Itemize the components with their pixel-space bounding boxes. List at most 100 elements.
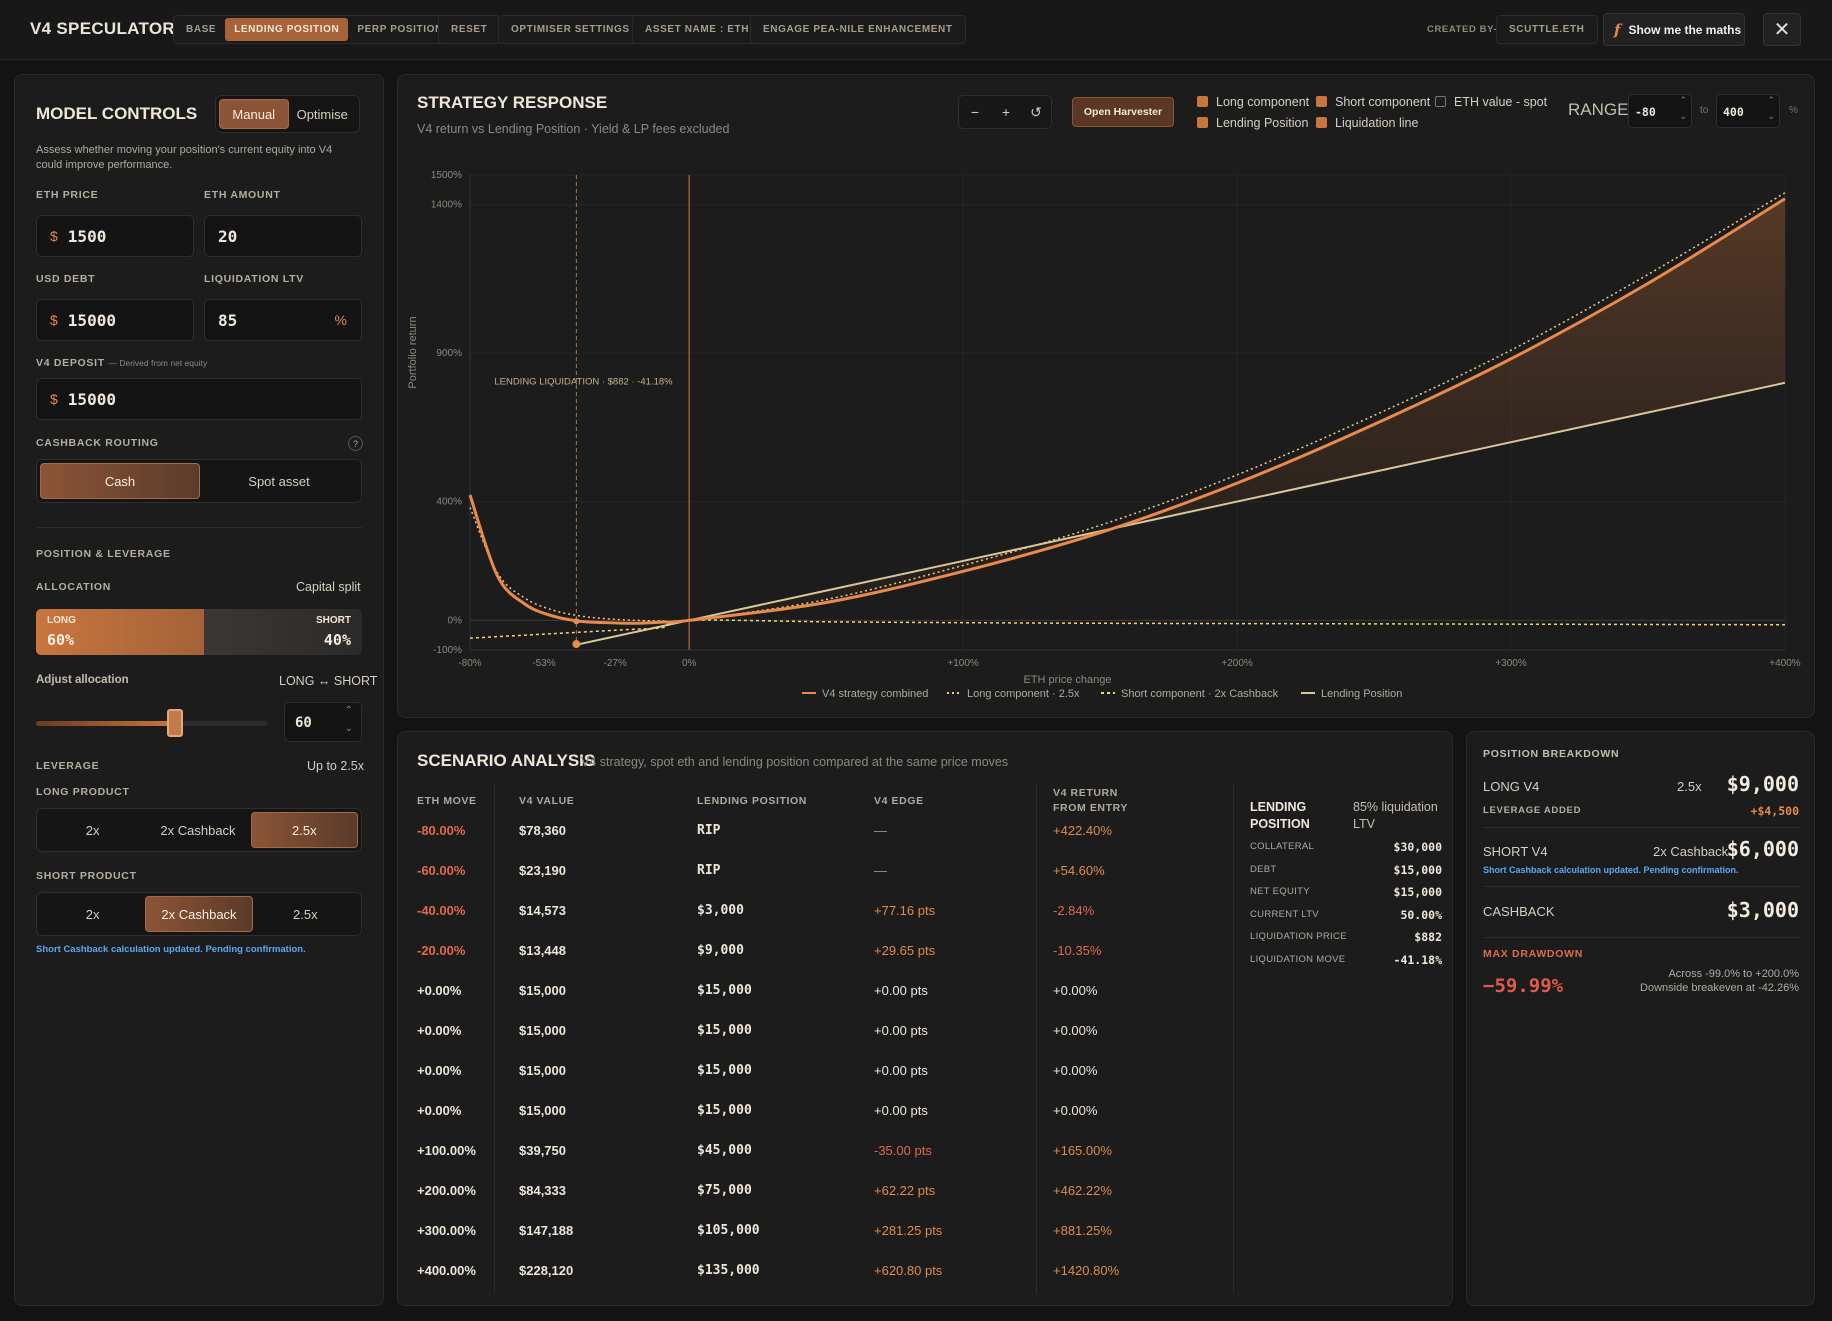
range-min-input[interactable]: -80 ⌃ ⌄ [1628,94,1692,128]
cell-lend: $75,000 [697,1183,752,1198]
reset-zoom-icon[interactable]: ↺ [1030,103,1042,120]
range-min-up-icon[interactable]: ⌃ [1679,95,1687,105]
legend-liquidation[interactable]: Liquidation line [1316,113,1418,134]
lending-item-value: $15,000 [1393,862,1442,877]
eth-amount-label: ETH AMOUNT [204,189,281,201]
cell-edge: +77.16 pts [874,903,936,918]
short-v4-value: $6,000 [1726,837,1799,861]
usd-debt-value: 15000 [67,310,116,330]
liquidation-annotation: LENDING LIQUIDATION · $882 · -41.18% [494,376,673,387]
close-button[interactable]: ✕ [1763,13,1801,46]
cell-ret: +462.22% [1053,1183,1112,1198]
stepper-down-icon[interactable]: ⌄ [344,723,353,734]
range-max-up-icon[interactable]: ⌃ [1767,95,1775,105]
engage-enhancement-button[interactable]: ENGAGE PEA-NILE ENHANCEMENT [763,24,953,35]
eth-amount-field[interactable]: 20 [204,215,362,257]
v4-deposit-label: V4 DEPOSIT — Derived from net equity [36,357,207,369]
legend-long[interactable]: Long component [1197,92,1309,113]
series-v4-combined [468,197,1786,625]
tab-perp-position[interactable]: PERP POSITION [357,24,443,35]
cell-ret: +0.00% [1053,983,1098,998]
allocation-long-fill [36,609,205,655]
short-product-2x-cashback[interactable]: 2x Cashback [145,896,253,932]
chart-grid [469,174,1786,651]
legend-eth-spot[interactable]: ETH value - spot [1435,92,1547,113]
lending-title-line2: POSITION [1250,817,1310,831]
stepper-up-icon[interactable]: ⌃ [344,705,353,716]
lending-title-line1: LENDING [1250,800,1307,814]
eth-price-field[interactable]: $1500 [36,215,194,257]
range-unit: % [1789,105,1798,116]
short-product-2-5x[interactable]: 2.5x [293,906,318,922]
reset-button[interactable]: RESET [451,24,488,35]
scenario-title: SCENARIO ANALYSIS [417,751,596,770]
optimiser-settings-button[interactable]: OPTIMISER SETTINGS [511,24,630,35]
tab-base[interactable]: BASE [186,24,217,35]
cell-move: +100.00% [417,1143,476,1158]
liquidation-ltv-value: 85 [218,310,238,330]
cell-v4: $228,120 [519,1263,574,1278]
cell-v4: $15,000 [519,1063,566,1078]
creator-link[interactable]: SCUTTLE.ETH [1509,24,1585,35]
legend-liquidation-swatch [1316,117,1327,128]
legend-short-swatch [1316,96,1327,107]
help-icon[interactable]: ? [348,436,363,451]
lending-item-value: $15,000 [1393,885,1442,899]
show-maths-button[interactable]: f Show me the maths [1603,13,1745,46]
range-min-down-icon[interactable]: ⌄ [1679,111,1687,121]
col-lending-position: LENDING POSITION [697,795,807,807]
divider [1483,937,1801,938]
cell-lend: $15,000 [697,1103,752,1118]
capital-split-label: Capital split [296,580,361,594]
cashback-spot-option[interactable]: Spot asset [248,473,310,489]
mode-manual[interactable]: Manual [219,99,289,129]
long-product-2-5x[interactable]: 2.5x [250,812,358,848]
cell-v4: $78,360 [519,823,566,838]
cell-v4: $84,333 [519,1183,566,1198]
eth-price-label: ETH PRICE [36,189,99,201]
tab-lending-position[interactable]: LENDING POSITION [225,18,349,41]
range-max-down-icon[interactable]: ⌄ [1767,111,1775,121]
col-eth-move: ETH MOVE [417,795,477,807]
short-cashback-note: Short Cashback calculation updated. Pend… [1483,865,1739,875]
allocation-stepper[interactable]: 60 ⌃ ⌄ [284,702,362,742]
adjust-allocation-label: Adjust allocation [36,674,129,686]
legend-short-label: Short component [1335,95,1431,109]
long-product-2x[interactable]: 2x [85,822,100,838]
liquidation-ltv-field[interactable]: 85% [204,299,362,341]
cell-lend: $15,000 [697,1063,752,1078]
leverage-added-value: +$4,500 [1750,804,1799,818]
short-product-2x[interactable]: 2x [85,906,100,922]
range-max-input[interactable]: 400 ⌃ ⌄ [1716,94,1780,128]
open-harvester-button[interactable]: Open Harvester [1072,97,1174,127]
legend-short[interactable]: Short component [1316,92,1430,113]
strategy-response-panel: STRATEGY RESPONSE V4 return vs Lending P… [397,74,1815,718]
allocation-slider-track[interactable] [36,721,268,726]
y-tick-label: 900% [436,348,462,359]
series-legend: V4 strategy combined Long component · 2.5… [802,688,1402,700]
long-product-2x-cashback[interactable]: 2x Cashback [160,822,236,838]
optimiser-group: OPTIMISER SETTINGS [498,15,643,44]
cashback-routing-label: CASHBACK ROUTING [36,437,159,449]
asset-name-button[interactable]: ASSET NAME : ETH [645,24,750,35]
allocation-slider-thumb[interactable] [167,709,184,737]
cell-edge: +281.25 pts [874,1223,943,1238]
cell-v4: $15,000 [519,983,566,998]
legend-lending[interactable]: Lending Position [1197,113,1308,134]
mode-optimise[interactable]: Optimise [296,106,348,122]
lending-ltv-line2: LTV [1353,817,1375,831]
cell-edge: +620.80 pts [874,1263,943,1278]
lending-ltv-note: 85% liquidation LTV [1353,799,1438,833]
x-tick-label: -27% [604,658,627,669]
legend-lending-label: Lending Position [1216,116,1309,130]
usd-debt-field[interactable]: $15000 [36,299,194,341]
zoom-out-button[interactable]: − [970,104,980,120]
lending-item-label: LIQUIDATION MOVE [1250,953,1346,965]
cell-ret: -2.84% [1053,903,1095,918]
cell-ret: +881.25% [1053,1223,1112,1238]
reset-group: RESET [438,15,501,44]
cashback-cash-option[interactable]: Cash [40,463,200,499]
cell-move: -20.00% [417,943,466,958]
zoom-in-button[interactable]: + [1001,104,1011,120]
cell-lend: $15,000 [697,1023,752,1038]
